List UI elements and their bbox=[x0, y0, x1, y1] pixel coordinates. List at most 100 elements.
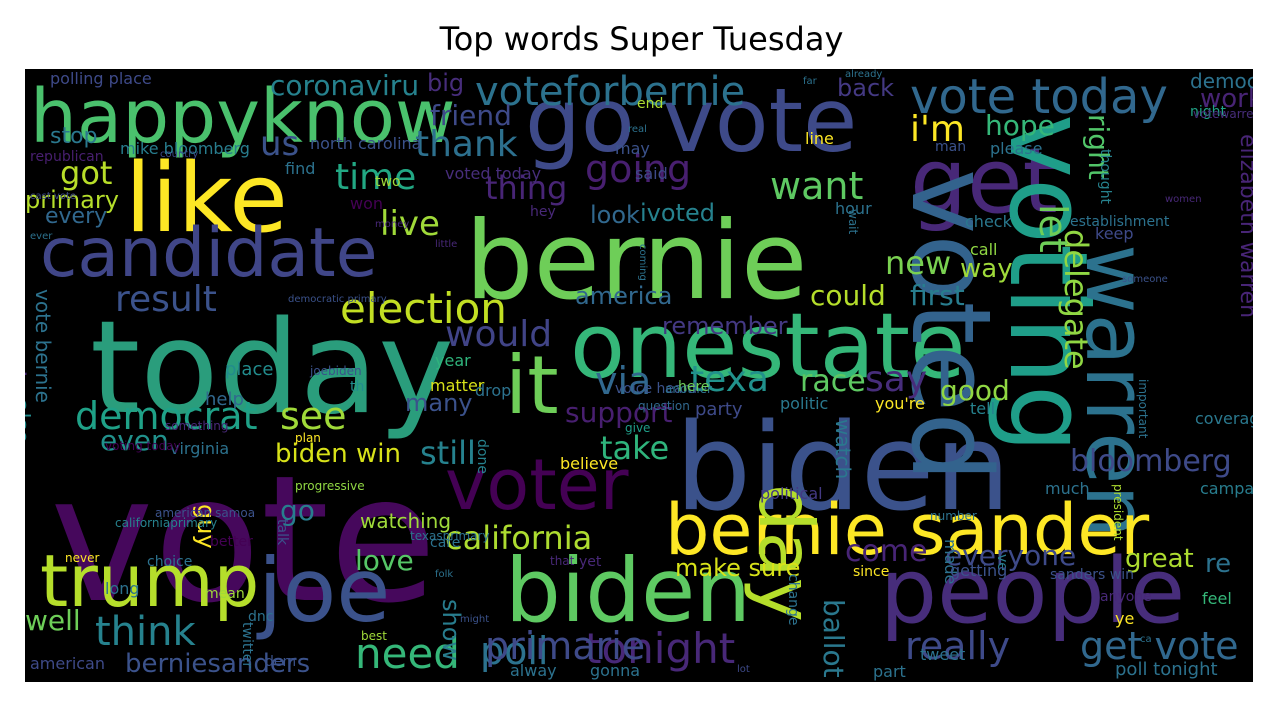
word-first: first bbox=[910, 279, 965, 312]
word-california: california bbox=[445, 519, 592, 557]
word-north-carolina: north carolina bbox=[310, 134, 421, 153]
word-via: via bbox=[595, 359, 651, 403]
word-may: may bbox=[615, 139, 650, 158]
word-real: real bbox=[628, 124, 647, 135]
word-primarie: primarie bbox=[485, 624, 645, 668]
word-establishment: establishment bbox=[1070, 214, 1170, 230]
word-said: said bbox=[635, 164, 668, 183]
word-voted: voted bbox=[887, 169, 1015, 482]
word-got: got bbox=[60, 154, 112, 192]
word-here: here bbox=[678, 379, 710, 395]
word-would: would bbox=[445, 314, 552, 355]
word-race: race bbox=[800, 364, 866, 399]
word-biden-win: biden win bbox=[275, 439, 401, 469]
word-party: party bbox=[695, 399, 743, 420]
word-work: work bbox=[1200, 84, 1253, 114]
word-made: made bbox=[941, 539, 960, 584]
word-way: way bbox=[960, 254, 1013, 284]
word-man: man bbox=[935, 139, 966, 155]
word-happyknow: happyknow bbox=[30, 74, 456, 160]
word-money: money bbox=[375, 219, 409, 230]
word-come: come bbox=[845, 534, 928, 569]
word-polling-place: polling place bbox=[50, 69, 152, 88]
word-political: political bbox=[760, 484, 823, 503]
word-even: even bbox=[100, 424, 169, 457]
word-please: please bbox=[990, 139, 1042, 158]
word-feel: feel bbox=[1202, 589, 1232, 608]
word-democrat: democrat bbox=[75, 394, 257, 438]
word-someone: someone bbox=[1122, 274, 1168, 285]
word-live: live bbox=[380, 204, 440, 244]
word-virginia: virginia bbox=[170, 439, 229, 458]
word-every: every bbox=[45, 204, 107, 229]
word-bernie: bernie bbox=[465, 199, 807, 324]
word-biden: biden bbox=[505, 539, 751, 642]
word-many: many bbox=[405, 389, 473, 417]
word-californiaprimary: californiaprimary bbox=[115, 516, 217, 530]
word-texa: texa bbox=[690, 359, 769, 400]
word-trump: trump bbox=[40, 539, 259, 623]
word-new: new bbox=[885, 244, 951, 282]
chart-title: Top words Super Tuesday bbox=[439, 20, 844, 58]
word-find: find bbox=[285, 159, 315, 178]
word-change: change bbox=[785, 574, 801, 626]
word-vote-bernie: vote bernie bbox=[31, 289, 55, 403]
word-already: already bbox=[845, 69, 882, 80]
word-want: want bbox=[770, 164, 863, 208]
word-far: far bbox=[803, 76, 818, 87]
word-voted-today: voted today bbox=[445, 164, 541, 183]
word-say: say bbox=[865, 359, 927, 400]
word-voting: voting bbox=[985, 114, 1110, 453]
word-ivoted: ivoted bbox=[640, 199, 715, 227]
word-th: th bbox=[350, 379, 364, 395]
word-plan: plan bbox=[295, 431, 321, 445]
word-little: little bbox=[435, 239, 457, 250]
word-cast-vote: cast vote bbox=[30, 191, 76, 202]
word-much: much bbox=[1045, 479, 1090, 498]
word-ye: ye bbox=[1115, 609, 1134, 628]
word-america: america bbox=[575, 282, 672, 310]
word-berniesanders: berniesanders bbox=[125, 649, 310, 679]
word-best: best bbox=[361, 629, 387, 643]
word-long: long bbox=[105, 579, 140, 598]
word-joe: joe bbox=[256, 539, 390, 642]
word-something: something bbox=[165, 419, 229, 433]
word-voting-today: voting today bbox=[105, 439, 181, 453]
word-lot: lot bbox=[737, 664, 750, 675]
word-alway: alway bbox=[510, 661, 557, 680]
word-choice: choice bbox=[147, 554, 192, 570]
word-re: re bbox=[1205, 549, 1231, 579]
word-day: day bbox=[742, 484, 830, 622]
word-like: like bbox=[125, 144, 288, 254]
word-tweet: tweet bbox=[920, 645, 965, 664]
word-line: line bbox=[805, 129, 834, 148]
word-it: it bbox=[505, 339, 559, 432]
word-yet: yet bbox=[579, 554, 602, 570]
word-remember: remember bbox=[662, 312, 788, 340]
word-thought: thought bbox=[1097, 149, 1113, 205]
word-gonna: gonna bbox=[590, 661, 640, 680]
word-right: right bbox=[1082, 114, 1115, 180]
word-voter: voter bbox=[445, 444, 629, 526]
word-look: look bbox=[590, 201, 640, 229]
word-republican: republican bbox=[30, 149, 104, 165]
word-primary: primary bbox=[25, 186, 119, 214]
word-think: think bbox=[95, 609, 197, 655]
word-sanders-win: sanders win bbox=[1050, 567, 1134, 583]
word-us: us bbox=[260, 124, 299, 164]
word-take: take bbox=[600, 429, 669, 467]
word-ca: ca bbox=[1140, 634, 1152, 645]
word-twitter: twitter bbox=[239, 622, 255, 668]
word-delegate: delegate bbox=[1057, 229, 1095, 370]
word-support: support bbox=[565, 396, 673, 429]
word-end: end bbox=[637, 96, 663, 112]
word-poll: poll bbox=[480, 629, 549, 673]
word-see: see bbox=[280, 394, 347, 438]
word-talk: talk bbox=[274, 519, 290, 546]
word-elizabeth-warren: elizabeth warren bbox=[1235, 134, 1253, 318]
word-hope: hope bbox=[985, 109, 1055, 142]
word-women: women bbox=[1165, 194, 1202, 205]
word-done: done bbox=[474, 439, 490, 474]
word-wait: wait bbox=[846, 209, 860, 235]
word-you-re: you're bbox=[875, 394, 925, 413]
